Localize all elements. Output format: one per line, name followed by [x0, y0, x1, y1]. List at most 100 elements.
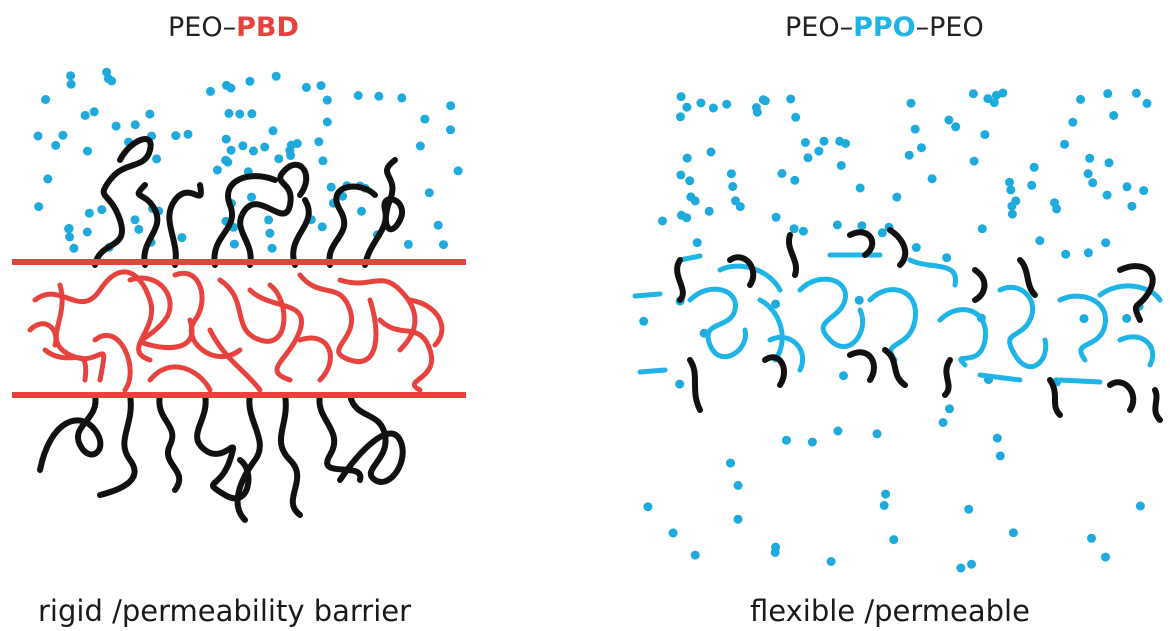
water-dot: [690, 196, 700, 206]
water-dot: [945, 404, 954, 414]
water-dot: [676, 170, 686, 180]
water-dot: [97, 205, 107, 215]
water-dot: [1122, 313, 1132, 323]
water-dot: [1102, 190, 1112, 200]
water-dot: [877, 228, 887, 238]
water-dot: [643, 502, 653, 512]
water-dot: [942, 253, 952, 263]
right-panel-title: PEO–PPO–PEO: [785, 12, 984, 43]
water-dot: [145, 109, 155, 119]
water-dot: [314, 137, 324, 147]
water-dot: [800, 138, 810, 147]
water-dot: [69, 243, 79, 253]
water-dot: [892, 192, 902, 202]
water-dot: [130, 215, 140, 225]
right-title-suffix: –PEO: [915, 12, 984, 43]
water-dot: [415, 141, 425, 151]
water-dot: [212, 165, 222, 175]
right-title-ppo: PPO: [853, 12, 916, 43]
water-dot: [977, 224, 987, 234]
water-dot: [798, 226, 808, 236]
right-caption: flexible /permeable: [750, 594, 1030, 628]
water-dot: [268, 126, 278, 136]
water-dot: [229, 239, 239, 249]
water-dot: [183, 129, 193, 139]
water-dot: [911, 243, 921, 252]
water-dot: [964, 504, 974, 514]
water-dot: [102, 67, 112, 77]
water-dot: [722, 99, 732, 109]
water-dot: [836, 161, 846, 170]
water-dot: [992, 433, 1002, 443]
water-dot: [991, 90, 1001, 100]
water-dot: [770, 547, 780, 557]
water-dot: [238, 141, 248, 151]
water-dot: [728, 182, 738, 191]
water-dot: [983, 94, 993, 104]
water-dot: [956, 563, 966, 573]
water-dot: [855, 183, 865, 193]
pbd-bottom-peo-chains: [37, 392, 406, 523]
water-dot: [260, 142, 270, 152]
water-dot: [733, 514, 743, 524]
water-dot: [274, 154, 284, 164]
water-dot: [968, 89, 978, 99]
water-dot: [83, 146, 92, 156]
water-dot: [43, 174, 53, 184]
water-dot: [989, 98, 999, 108]
water-dot: [292, 139, 302, 148]
water-dot: [1035, 236, 1045, 246]
water-dot: [706, 147, 716, 157]
water-dot: [326, 182, 336, 192]
left-panel-title: PEO–PBD: [168, 12, 299, 43]
water-dot: [881, 489, 891, 499]
water-dot: [286, 151, 296, 160]
water-dot: [1101, 552, 1110, 562]
water-dot: [247, 109, 257, 119]
water-dot: [980, 130, 990, 140]
water-dot: [944, 115, 954, 125]
water-dot: [265, 228, 275, 238]
water-dot: [708, 103, 718, 113]
water-dot: [453, 166, 463, 176]
water-dot: [807, 437, 817, 447]
water-dot: [685, 176, 695, 186]
water-dot: [1101, 238, 1111, 248]
water-dot: [1103, 89, 1113, 99]
water-dot: [1087, 533, 1096, 543]
ppo-core-chains: [632, 252, 1163, 385]
water-dot: [271, 71, 281, 81]
water-dot: [403, 239, 413, 249]
water-dot: [446, 125, 455, 135]
water-dot: [826, 557, 836, 566]
water-dot: [771, 212, 781, 222]
water-dot: [177, 233, 187, 243]
water-dot: [835, 136, 845, 146]
water-dot: [839, 371, 848, 381]
water-dot: [374, 91, 384, 101]
water-dot: [357, 206, 366, 216]
water-dot: [791, 112, 801, 122]
water-dot: [675, 379, 685, 389]
water-dot: [249, 146, 258, 156]
water-dot: [206, 86, 215, 96]
water-dot: [1085, 153, 1095, 163]
water-dot: [1135, 501, 1145, 511]
water-dot: [66, 71, 76, 81]
water-dot: [1060, 139, 1069, 149]
water-dot: [771, 299, 781, 309]
water-dot: [1139, 186, 1149, 196]
water-dot: [1008, 528, 1018, 538]
water-dot: [726, 458, 735, 468]
water-dot: [731, 196, 740, 206]
water-dot: [1005, 177, 1014, 187]
water-dot: [1131, 88, 1141, 98]
water-dot: [171, 131, 181, 141]
water-dot: [267, 243, 277, 253]
water-dot: [439, 240, 448, 250]
water-dot: [995, 451, 1005, 461]
water-dot: [247, 192, 256, 202]
left-title-pbd: PBD: [236, 12, 299, 43]
water-dot: [904, 150, 914, 160]
water-dot: [322, 95, 332, 105]
